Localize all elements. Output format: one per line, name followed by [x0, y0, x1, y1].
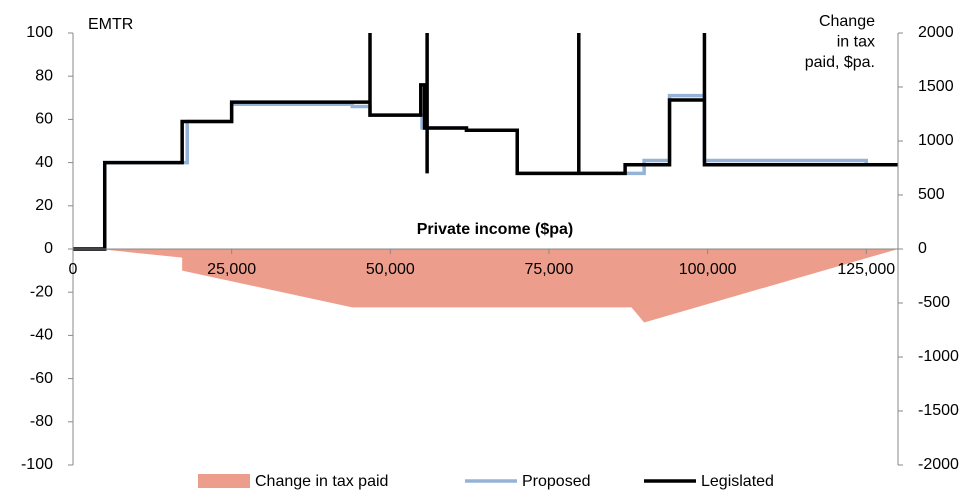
y-tick-label: 40	[35, 154, 53, 171]
legend-label: Change in tax paid	[255, 473, 388, 490]
x-tick-label: 100,000	[679, 261, 737, 278]
y-tick-label: 60	[35, 111, 53, 128]
y2-axis-title: Change	[819, 13, 875, 30]
y-tick-label: 0	[44, 240, 53, 257]
y-tick-label: -40	[30, 327, 53, 344]
x-axis-title: Private income ($pa)	[417, 221, 574, 238]
y2-tick-label: 1000	[918, 132, 954, 149]
x-tick-label: 25,000	[207, 261, 256, 278]
line	[73, 33, 898, 251]
y-tick-label: -80	[30, 413, 53, 430]
y2-tick-label: -1000	[918, 348, 959, 365]
y2-axis-title: paid, $pa.	[805, 54, 875, 71]
y2-tick-label: 1500	[918, 78, 954, 95]
area	[73, 249, 898, 323]
y-tick-label: -60	[30, 370, 53, 387]
y2-tick-label: -500	[918, 294, 950, 311]
y2-tick-label: -1500	[918, 402, 959, 419]
legend-label: Legislated	[701, 473, 774, 490]
y2-tick-label: 0	[918, 240, 927, 257]
x-tick-label: 0	[69, 261, 78, 278]
legend-label: Proposed	[522, 473, 591, 490]
y2-tick-label: 2000	[918, 24, 954, 41]
y2-tick-label: 500	[918, 186, 945, 203]
y-tick-label: 20	[35, 197, 53, 214]
x-tick-label: 125,000	[837, 261, 895, 278]
x-tick-label: 75,000	[524, 261, 573, 278]
y-tick-label: -100	[21, 456, 53, 473]
y2-tick-label: -2000	[918, 456, 959, 473]
x-tick-label: 50,000	[366, 261, 415, 278]
y-tick-label: 80	[35, 67, 53, 84]
y-tick-label: 100	[26, 24, 53, 41]
y-axis-title: EMTR	[88, 16, 133, 33]
y2-axis-title: in tax	[837, 34, 875, 51]
legend-swatch	[198, 474, 250, 488]
y-tick-label: -20	[30, 283, 53, 300]
